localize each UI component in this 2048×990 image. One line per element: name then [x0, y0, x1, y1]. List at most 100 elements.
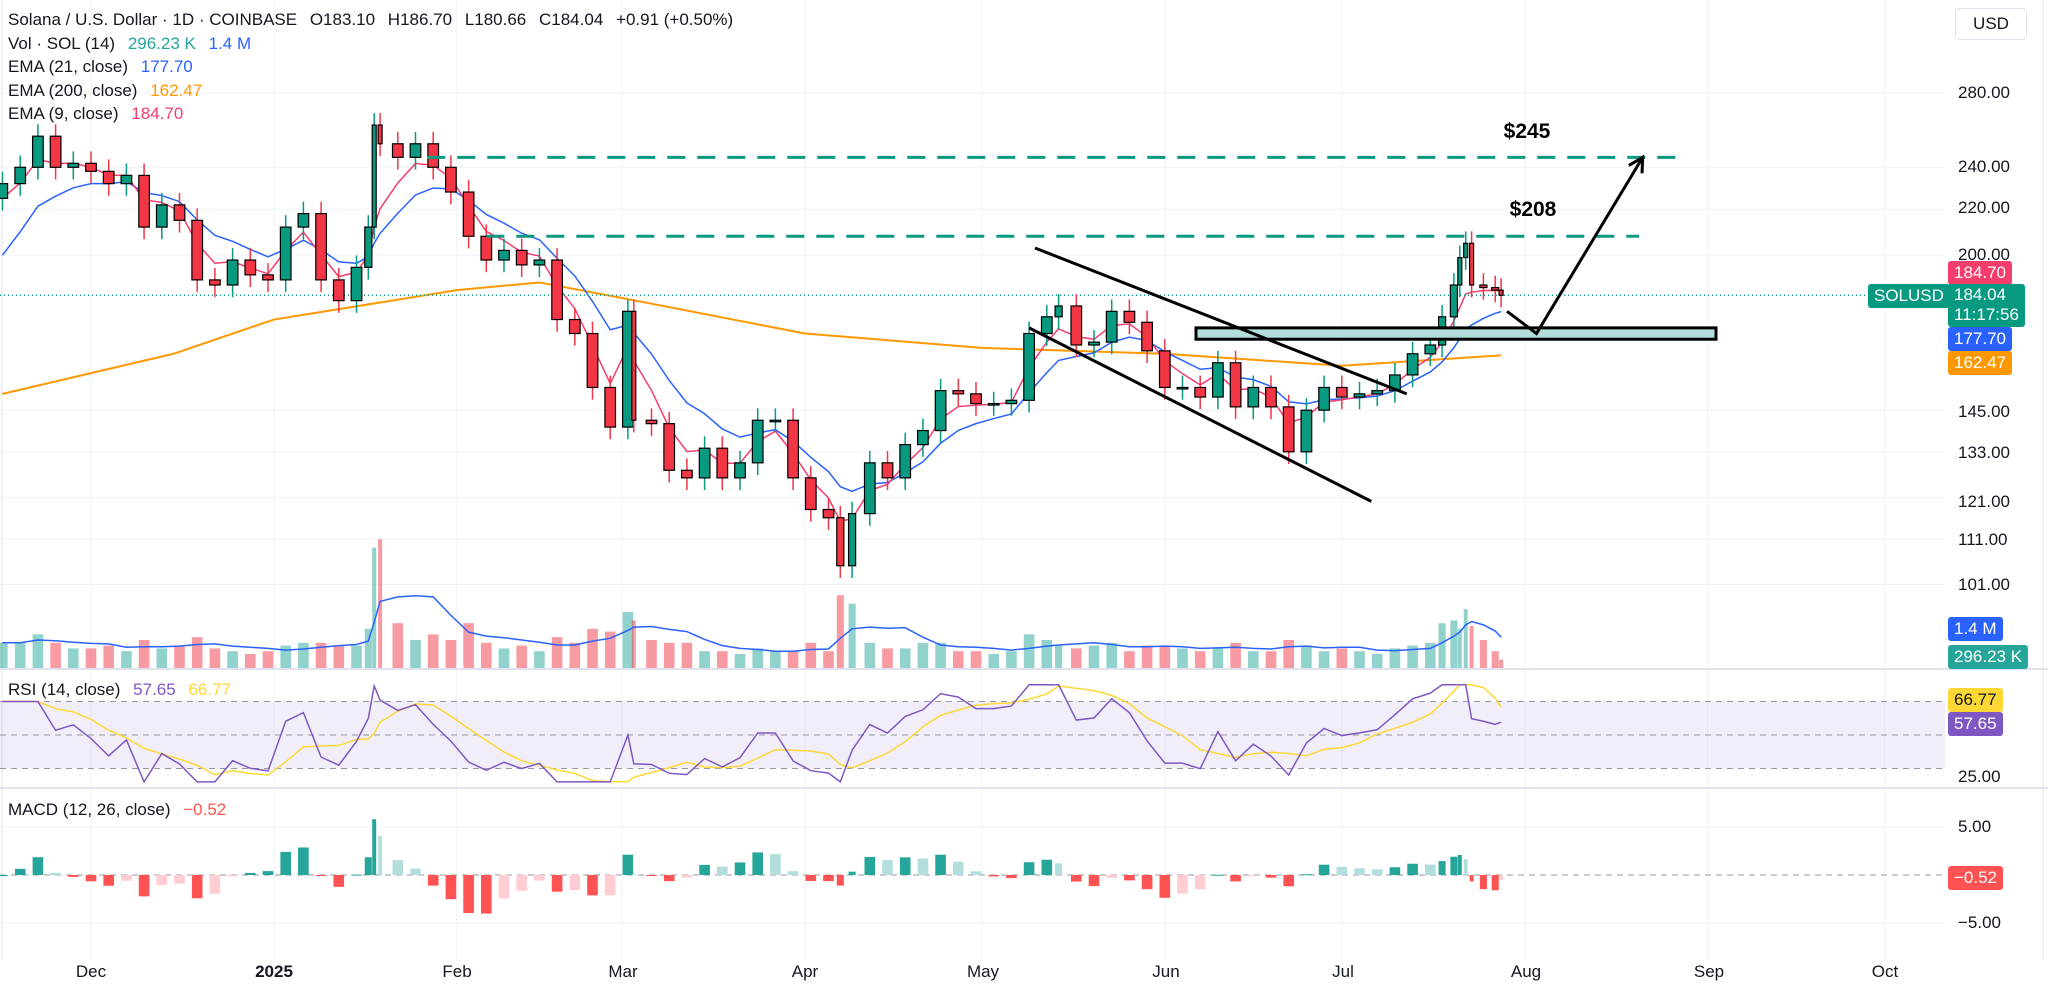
ema200-legend[interactable]: EMA (200, close) 162.47 [8, 81, 210, 101]
rsi-tick: 25.00 [1958, 767, 2001, 786]
target-208-label: $208 [1509, 198, 1557, 221]
volume-bar [364, 628, 372, 668]
volume-bar [1230, 642, 1241, 668]
macd-histogram-bar [480, 875, 492, 914]
volume-bar [85, 648, 97, 668]
currency-button[interactable]: USD [1955, 8, 2027, 40]
macd-histogram-bar [631, 874, 636, 876]
volume-bar [1212, 648, 1224, 668]
volume-bar [1469, 626, 1474, 668]
candle [498, 249, 510, 261]
candle [863, 462, 876, 515]
macd-histogram-bar [1124, 875, 1135, 881]
candle [173, 204, 186, 221]
candle [444, 166, 457, 193]
candle [262, 274, 274, 281]
volume-bar [1479, 640, 1487, 668]
volume-bar [1247, 651, 1259, 668]
candle [916, 429, 929, 446]
volume-legend-value: 296.23 K [127, 34, 196, 53]
macd-histogram-bar [1265, 875, 1277, 878]
macd-histogram-bar [1371, 869, 1383, 875]
candle [1449, 284, 1459, 318]
candle [604, 386, 617, 428]
volume-bar [1177, 648, 1188, 668]
macd-histogram-bar [244, 872, 256, 875]
time-tick-apr: Apr [791, 962, 819, 981]
macd-histogram-bar [663, 875, 675, 882]
volume-bar [1491, 651, 1499, 668]
volume-bar [498, 648, 510, 668]
candle [1282, 406, 1295, 453]
macd-histogram-bar [1194, 875, 1206, 890]
volume-ma-tag: 1.4 M [1948, 617, 2003, 641]
price-tick: 133.00 [1958, 443, 2010, 462]
macd-histogram-bar [534, 875, 545, 881]
macd-histogram-bar [551, 875, 563, 892]
volume-bar [103, 645, 115, 668]
ema9-legend[interactable]: EMA (9, close) 184.70 [8, 104, 191, 124]
macd-histogram-bar [103, 875, 115, 886]
macd-histogram-bar [1070, 875, 1082, 882]
macd-legend[interactable]: MACD (12, 26, close) −0.52 [8, 800, 234, 820]
ema200-legend-label: EMA (200, close) [8, 81, 138, 100]
rsi-legend[interactable]: RSI (14, close) 57.65 66.77 [8, 680, 239, 700]
volume-legend[interactable]: Vol · SOL (14) 296.23 K 1.4 M [8, 34, 259, 54]
candle [1054, 305, 1063, 318]
macd-histogram-bar [848, 871, 856, 875]
macd-histogram-bar [988, 875, 1000, 877]
candle [836, 517, 845, 567]
volume-bar [1318, 651, 1330, 668]
macd-histogram-bar [681, 875, 693, 878]
ema21-legend-value: 177.70 [140, 57, 193, 76]
candle [1176, 386, 1189, 390]
candle [1300, 409, 1313, 453]
macd-histogram-bar [1479, 875, 1487, 890]
volume-bar [770, 651, 781, 668]
ohlc-high: H186.70 [387, 10, 453, 29]
volume-bar [534, 651, 545, 668]
time-tick-jul: Jul [1332, 962, 1354, 981]
candle [1371, 390, 1384, 395]
macd-histogram-bar [280, 851, 292, 875]
ema9-legend-value: 184.70 [131, 104, 184, 123]
candle [698, 447, 711, 479]
volume-bar [1424, 642, 1436, 668]
candle [297, 213, 310, 228]
macd-histogram-bar [1318, 864, 1330, 875]
candle [1498, 289, 1504, 296]
macd-histogram-bar [917, 858, 929, 875]
time-tick-aug: Aug [1510, 962, 1542, 981]
macd-histogram-bar [32, 857, 44, 875]
volume-bar [1041, 640, 1053, 668]
candle [1318, 386, 1331, 411]
volume-bar [935, 642, 946, 668]
candle [14, 166, 27, 185]
macd-histogram-bar [1106, 875, 1118, 878]
volume-bar [1499, 659, 1504, 668]
candle [716, 447, 729, 479]
macd-histogram-bar [787, 871, 799, 875]
candle [120, 174, 133, 185]
volume-bar [372, 547, 377, 668]
volume-bar [67, 648, 79, 668]
macd-histogram-bar [935, 854, 946, 875]
candle [970, 393, 982, 405]
volume-bar [351, 645, 362, 668]
candle [645, 419, 658, 425]
rsi-tag: 57.65 [1948, 712, 2003, 736]
candle [1479, 284, 1488, 289]
macd-histogram-bar [587, 875, 598, 896]
volume-bar [1159, 645, 1171, 668]
volume-legend-ma: 1.4 M [208, 34, 252, 53]
volume-bar [410, 640, 421, 668]
candle [1088, 341, 1100, 346]
candle [208, 279, 221, 286]
macd-histogram-bar [1336, 866, 1348, 875]
ema21-legend[interactable]: EMA (21, close) 177.70 [8, 57, 201, 77]
volume-bar [1301, 645, 1312, 668]
macd-histogram-bar [67, 875, 79, 877]
macd-histogram-bar [569, 875, 581, 891]
volume-bar [1450, 620, 1458, 668]
